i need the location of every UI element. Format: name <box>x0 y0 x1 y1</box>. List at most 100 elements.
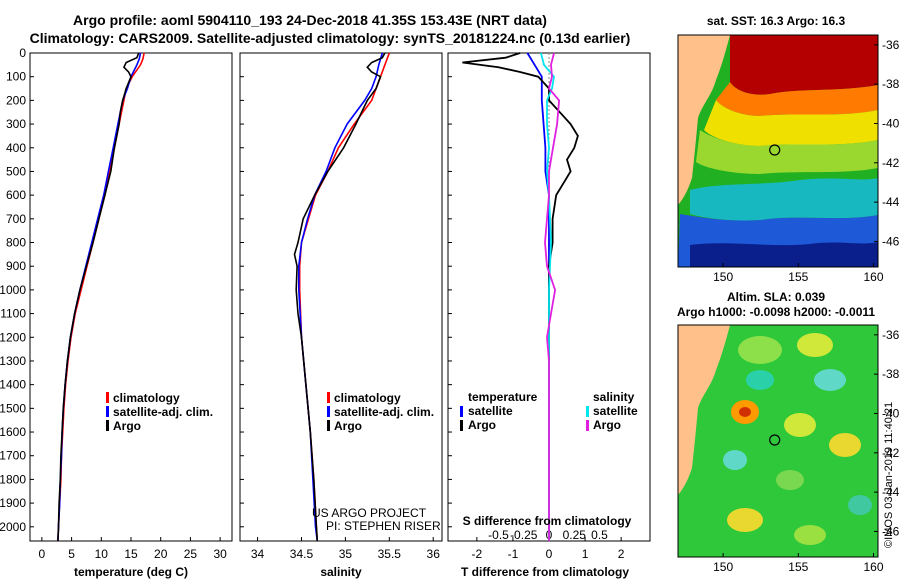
x-tick-label: 34 <box>251 547 265 561</box>
series-line <box>293 52 386 542</box>
legend-label-s-argo: Argo <box>593 418 621 432</box>
difference-xlabel: T difference from climatology <box>461 565 629 579</box>
depth-tick-label: 700 <box>6 212 26 226</box>
legend-label-s-satellite: satellite <box>593 404 638 418</box>
lon-tick-label: 155 <box>788 270 808 284</box>
depth-tick-label: 1200 <box>0 330 26 344</box>
sla-high-patch <box>784 413 816 437</box>
argo-position-marker <box>769 144 781 156</box>
lat-tick-label: -38 <box>882 367 900 381</box>
sla-map-title-line1: Altim. SLA: 0.039 <box>727 290 825 304</box>
temperature-legend: climatology satellite-adj. clim. Argo <box>106 391 213 433</box>
lat-tick-label: -44 <box>882 195 900 209</box>
sla-high-patch <box>727 508 763 532</box>
title-line1: Argo profile: aoml 5904110_193 24-Dec-20… <box>73 12 547 28</box>
land-mass <box>678 35 730 205</box>
difference-legend-temperature: temperature satellite Argo <box>460 390 538 432</box>
x-tick-label: 35 <box>339 547 353 561</box>
lat-tick-label: -42 <box>882 446 900 460</box>
sst-dark-blue-band <box>690 242 878 267</box>
x-tick-label: 20 <box>154 547 168 561</box>
depth-tick-label: 2000 <box>0 520 26 534</box>
x-tick-label: 36 <box>427 547 441 561</box>
series-line <box>57 52 140 542</box>
sla-high-patch <box>797 333 833 357</box>
difference-legend-salinity: salinity satellite Argo <box>586 390 638 432</box>
lat-tick-label: -36 <box>882 38 900 52</box>
s-difference-xlabel: S difference from climatology <box>463 514 632 528</box>
sla-high-patch <box>794 525 826 545</box>
sst-map-frame <box>677 34 879 268</box>
legend-label-satellite: satellite-adj. clim. <box>113 405 213 419</box>
depth-tick-label: 600 <box>6 188 26 202</box>
x-tick-label: 35.5 <box>378 547 402 561</box>
depth-tick-label: 200 <box>6 93 26 107</box>
x-tick-label: 0 <box>39 547 46 561</box>
lon-tick-label: 150 <box>713 560 733 574</box>
sla-high-patch <box>829 433 861 457</box>
sla-low-patch <box>746 370 774 390</box>
sst-yellow-band <box>704 100 878 146</box>
x-tick-label: 34.5 <box>290 547 314 561</box>
depth-tick-label: 900 <box>6 259 26 273</box>
legend-label-t-argo: Argo <box>468 418 496 432</box>
lat-tick-label: -40 <box>882 406 900 420</box>
legend-swatch-t-satellite <box>460 406 463 417</box>
lat-tick-label: -44 <box>882 485 900 499</box>
x-tick-label: 2 <box>618 547 625 561</box>
depth-tick-label: 1900 <box>0 496 26 510</box>
legend-swatch-argo <box>106 420 109 431</box>
depth-tick-label: 300 <box>6 117 26 131</box>
legend-label-satellite: satellite-adj. clim. <box>334 405 434 419</box>
sst-map-axes: -36 -38 -40 -42 -44 -46 150 155 160 <box>713 38 900 284</box>
x-tick-label: 30 <box>213 547 227 561</box>
x-tick-label: 0 <box>546 547 553 561</box>
lat-tick-label: -46 <box>882 524 900 538</box>
legend-label-climatology: climatology <box>113 391 180 405</box>
salinity-lines <box>293 52 391 542</box>
x-tick-label: 5 <box>68 547 75 561</box>
legend-label-climatology: climatology <box>334 391 401 405</box>
lon-tick-label: 155 <box>788 560 808 574</box>
legend-swatch-argo <box>327 420 330 431</box>
depth-tick-label: 1000 <box>0 283 26 297</box>
depth-tick-label: 1400 <box>0 378 26 392</box>
depth-tick-label: 500 <box>6 164 26 178</box>
sla-map-title-line2: Argo h1000: -0.0098 h2000: -0.0011 <box>677 305 875 319</box>
sla-high-patch <box>738 336 782 364</box>
s-x-tick-label: 0.5 <box>591 528 608 542</box>
temperature-lines <box>57 52 145 542</box>
series-line <box>544 52 561 541</box>
salinity-legend: climatology satellite-adj. clim. Argo <box>327 391 434 433</box>
depth-tick-label: 1100 <box>0 307 26 321</box>
legend-label-argo: Argo <box>334 419 362 433</box>
legend-swatch-satellite <box>327 406 330 417</box>
sla-low-patch <box>848 495 872 515</box>
temperature-xlabel: temperature (deg C) <box>74 565 188 579</box>
lat-tick-label: -46 <box>882 234 900 248</box>
credit-line1: US ARGO PROJECT <box>312 506 427 520</box>
sla-low-patch <box>814 369 846 391</box>
x-tick-label: -1 <box>508 547 519 561</box>
s-x-tick-label: 0.25 <box>563 528 587 542</box>
lat-tick-label: -38 <box>882 77 900 91</box>
depth-tick-label: 400 <box>6 141 26 155</box>
legend-title-salinity: salinity <box>593 390 635 404</box>
land-mass <box>678 325 730 495</box>
lon-tick-label: 150 <box>713 270 733 284</box>
x-tick-label: 10 <box>95 547 109 561</box>
sst-orange-band <box>716 82 878 116</box>
legend-swatch-climatology <box>327 392 330 403</box>
lon-tick-label: 160 <box>863 560 883 574</box>
credit-line2: PI: STEPHEN RISER <box>326 519 441 533</box>
argo-position-marker <box>769 434 781 446</box>
lat-tick-label: -42 <box>882 156 900 170</box>
x-tick-label: -2 <box>472 547 483 561</box>
sst-map <box>678 35 878 267</box>
legend-swatch-s-satellite <box>586 406 589 417</box>
depth-tick-label: 800 <box>6 236 26 250</box>
sla-high-patch <box>776 470 804 490</box>
sst-light-green-band <box>696 130 878 174</box>
lat-tick-label: -36 <box>882 328 900 342</box>
